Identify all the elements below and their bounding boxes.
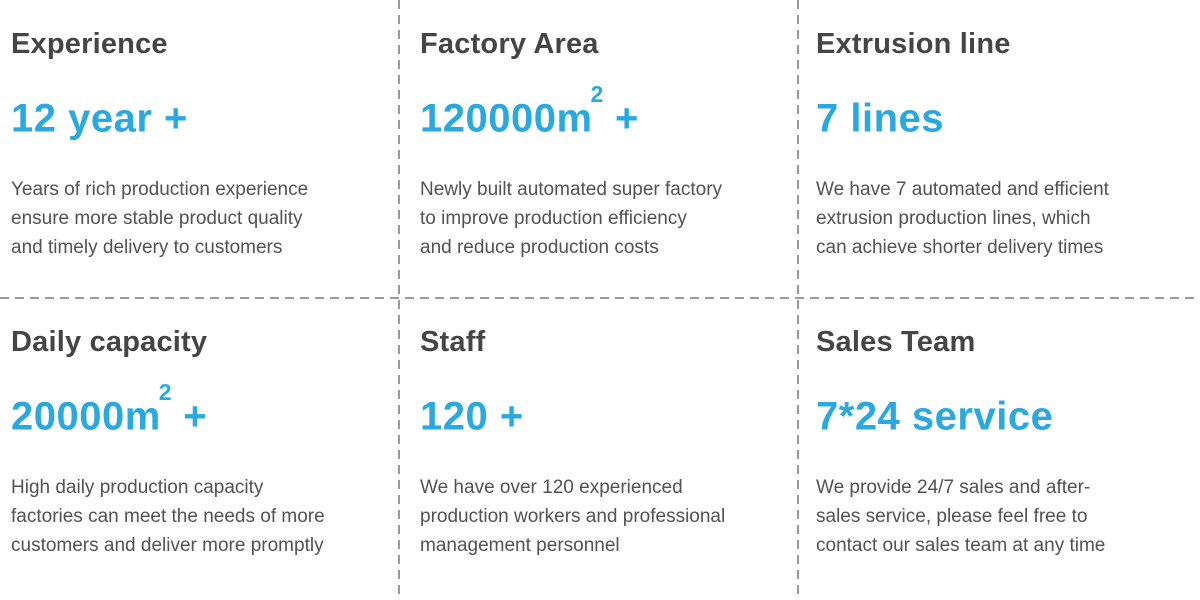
stat-cell-staff: Staff 120 + We have over 120 experienced… (399, 298, 798, 600)
stat-description: We have over 120 experienced production … (420, 477, 726, 557)
stat-description: We provide 24/7 sales and after- sales s… (816, 477, 1106, 557)
stat-cell-daily-capacity: Daily capacity 20000m2 + High daily prod… (0, 298, 399, 600)
stat-value-suffix: + (171, 394, 208, 439)
stat-cell-experience: Experience 12 year + Years of rich produ… (0, 0, 399, 298)
stat-cell-factory-area: Factory Area 120000m2 + Newly built auto… (399, 0, 798, 298)
stat-title: Extrusion line (816, 28, 1011, 60)
stat-title: Experience (11, 28, 168, 60)
stat-value: 120000m2 + (420, 81, 770, 141)
horizontal-dashed-divider (0, 297, 1200, 299)
stat-title: Daily capacity (11, 326, 208, 358)
stat-value: 7*24 service (816, 385, 1172, 438)
stat-description: Newly built automated super factory to i… (420, 179, 723, 259)
stat-description: We have 7 automated and efficient extrus… (816, 179, 1109, 259)
stat-value-main: 7*24 service (816, 394, 1054, 439)
stat-value: 20000m2 + (11, 379, 371, 439)
stat-value: 7 lines (816, 87, 1172, 140)
vertical-dashed-divider-left (398, 0, 400, 600)
vertical-dashed-divider-right (797, 0, 799, 600)
stat-cell-extrusion-line: Extrusion line 7 lines We have 7 automat… (798, 0, 1200, 298)
stat-description: Years of rich production experience ensu… (11, 179, 309, 259)
stat-title: Staff (420, 326, 486, 358)
stat-value-main: 12 year + (11, 96, 188, 141)
stat-value: 12 year + (11, 87, 371, 140)
stat-value-suffix: + (603, 96, 639, 141)
stat-cell-sales-team: Sales Team 7*24 service We provide 24/7 … (798, 298, 1200, 600)
stat-value-superscript: 2 (158, 379, 172, 405)
stat-value-superscript: 2 (590, 81, 604, 107)
stat-value-main: 120 + (420, 394, 524, 439)
stat-value-main: 20000m (11, 394, 161, 439)
stat-value-main: 7 lines (816, 96, 945, 141)
stat-title: Factory Area (420, 28, 599, 60)
stat-value-main: 120000m (420, 96, 593, 141)
stat-description: High daily production capacity factories… (11, 477, 325, 557)
stat-title: Sales Team (816, 326, 976, 358)
stat-value: 120 + (420, 385, 770, 438)
